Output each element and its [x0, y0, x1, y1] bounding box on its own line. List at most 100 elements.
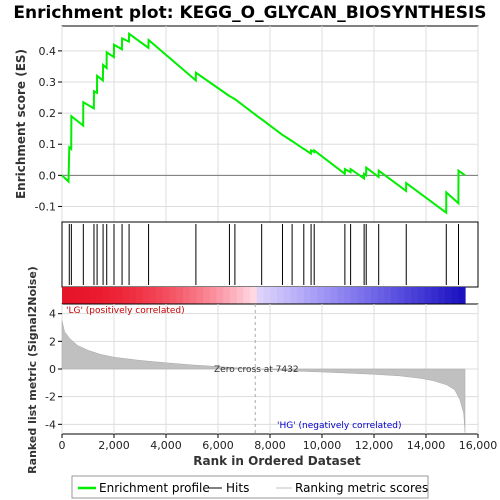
- color-bar-segment: [129, 287, 137, 304]
- x-axis-label: Rank in Ordered Dataset: [193, 454, 361, 468]
- x-tick-label: 16,000: [459, 439, 498, 452]
- color-bar-segment: [169, 287, 177, 304]
- color-bar-segment: [62, 287, 70, 304]
- color-bar-segment: [317, 287, 325, 304]
- metric-y-tick-label: 4: [49, 308, 56, 321]
- color-bar-segment: [364, 287, 372, 304]
- negative-correlation-label: 'HG' (negatively correlated): [277, 421, 401, 431]
- legend-hits-label: Hits: [226, 481, 249, 495]
- es-y-tick-label: 0.4: [39, 45, 57, 58]
- metric-y-tick-label: 0: [49, 363, 56, 376]
- color-bar-segment: [182, 287, 191, 304]
- color-bar-segment: [337, 287, 345, 304]
- color-bar-segment: [451, 287, 459, 304]
- color-bar-segment: [438, 287, 446, 304]
- color-bar-segment: [310, 287, 318, 304]
- es-grid: [61, 26, 479, 222]
- color-bar-segment: [431, 287, 439, 304]
- legend-frame: [71, 475, 429, 499]
- color-bar-segment: [162, 287, 171, 304]
- color-bar-segment: [330, 287, 338, 304]
- legend: Enrichment profile Hits Ranking metric s…: [71, 475, 429, 499]
- color-bar-segment: [196, 287, 204, 304]
- color-bar-segment: [189, 287, 197, 304]
- color-bar-segment: [411, 287, 419, 304]
- color-bar-segment: [357, 287, 365, 304]
- color-bar-segment: [370, 287, 379, 304]
- metric-y-tick-label: 2: [49, 335, 56, 348]
- color-bar-segment: [102, 287, 110, 304]
- color-bar-segment: [270, 287, 278, 304]
- es-y-tick-label: 0.2: [39, 107, 57, 120]
- es-y-ticks: -0.1 0.0 0.1 0.2 0.3 0.4: [35, 45, 62, 213]
- color-bar-segment: [384, 287, 392, 304]
- color-bar-segment: [176, 287, 184, 304]
- x-tick-label: 2,000: [98, 439, 130, 452]
- es-y-axis-label: Enrichment score (ES): [14, 49, 28, 199]
- zero-cross-label: Zero cross at 7432: [214, 365, 299, 375]
- color-bar-segment: [283, 287, 291, 304]
- color-bar-segment: [109, 287, 117, 304]
- color-bar-segment: [209, 287, 218, 304]
- color-bar-segment: [142, 287, 150, 304]
- color-bar-segment: [135, 287, 144, 304]
- x-tick-label: 6,000: [202, 439, 234, 452]
- color-bar-segment: [350, 287, 359, 304]
- color-bar-segment: [323, 287, 332, 304]
- legend-es-label: Enrichment profile: [99, 481, 210, 495]
- hits-panel-frame: [61, 221, 479, 288]
- x-tick-label: 0: [59, 439, 66, 452]
- color-bar-segment: [303, 287, 312, 304]
- color-bar-segment: [391, 287, 399, 304]
- x-tick-label: 10,000: [303, 439, 342, 452]
- hits-panel: [61, 221, 479, 288]
- metric-y-axis-label: Ranked list metric (Signal2Noise): [26, 266, 39, 474]
- color-bar-segment: [256, 287, 265, 304]
- color-bar-segment: [223, 287, 231, 304]
- es-y-tick-label: 0.1: [39, 138, 57, 151]
- color-bar-segment: [75, 287, 83, 304]
- es-y-tick-label: -0.1: [35, 200, 56, 213]
- color-bar-segment: [82, 287, 90, 304]
- ranking-metric-area: [61, 320, 466, 433]
- color-bar-segment: [458, 287, 466, 304]
- es-panel: -0.1 0.0 0.1 0.2 0.3 0.4: [35, 25, 479, 223]
- x-tick-label: 12,000: [355, 439, 394, 452]
- color-bar-segment: [417, 287, 426, 304]
- color-bar-segment: [377, 287, 385, 304]
- color-bar-segment: [229, 287, 238, 304]
- metric-y-tick-label: -2: [45, 391, 56, 404]
- color-bar-segment: [216, 287, 224, 304]
- color-bar-segment: [122, 287, 130, 304]
- color-bar-segment: [203, 287, 211, 304]
- rank-color-bar: [62, 287, 466, 304]
- x-axis-ticks: 0 2,000 4,000 6,000 8,000 10,000 12,000 14,000 1…: [59, 434, 498, 452]
- positive-correlation-label: 'LG' (positively correlated): [66, 306, 185, 316]
- color-bar-segment: [404, 287, 412, 304]
- color-bar-segment: [243, 287, 251, 304]
- es-y-tick-label: 0.3: [39, 76, 57, 89]
- color-bar-segment: [88, 287, 97, 304]
- color-bar-segment: [444, 287, 453, 304]
- color-bar-segment: [344, 287, 352, 304]
- es-y-tick-label: 0.0: [39, 169, 57, 182]
- chart-title: Enrichment plot: KEGG_O_GLYCAN_BIOSYNTHE…: [13, 3, 486, 23]
- x-tick-label: 4,000: [150, 439, 182, 452]
- color-bar-segment: [68, 287, 77, 304]
- es-profile-line: [61, 31, 466, 215]
- color-bar-segment: [95, 287, 103, 304]
- color-bar-segment: [263, 287, 271, 304]
- color-bar-segment: [115, 287, 124, 304]
- x-tick-label: 8,000: [254, 439, 286, 452]
- color-bar-segment: [236, 287, 244, 304]
- color-bar-segment: [290, 287, 298, 304]
- color-bar-segment: [156, 287, 164, 304]
- color-bar-segment: [149, 287, 157, 304]
- color-bar-segment: [297, 287, 305, 304]
- color-bar-segment: [250, 287, 258, 304]
- color-bar-segment: [276, 287, 285, 304]
- metric-panel: -4 -2 0 2 4 'LG' (positively correlated) Zer…: [45, 303, 479, 435]
- color-bar-segment: [397, 287, 406, 304]
- color-bar-segment: [424, 287, 433, 304]
